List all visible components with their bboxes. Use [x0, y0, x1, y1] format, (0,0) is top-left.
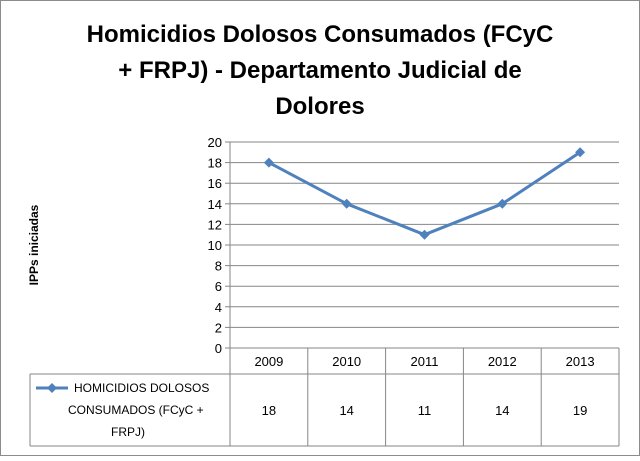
- chart-title-line-1: Homicidios Dolosos Consumados (FCyC: [87, 21, 554, 48]
- plot-area: 0 2 4 6 8 10 12 14 16 18 20 2009 2010 2011 2012 2013 18 1…: [29, 135, 620, 447]
- x-category-label: 2009: [254, 354, 283, 369]
- y-tick-label: 6: [215, 279, 222, 294]
- x-category-label: 2013: [566, 354, 595, 369]
- chart-title-line-3: Dolores: [275, 93, 364, 120]
- legend-label-line: CONSUMADOS (FCyC +: [68, 403, 204, 417]
- table-value-cell: 11: [418, 403, 432, 418]
- y-tick-label: 12: [208, 217, 222, 232]
- table-value-cell: 19: [573, 403, 587, 418]
- y-tick-label: 8: [215, 259, 222, 274]
- legend-label-line: FRPJ): [111, 425, 145, 439]
- table-value-cell: 18: [262, 403, 276, 418]
- data-point-marker: [497, 198, 508, 209]
- legend-label-line: HOMICIDIOS DOLOSOS: [74, 381, 209, 395]
- y-tick-label: 14: [208, 197, 222, 212]
- x-category-label: 2012: [488, 354, 517, 369]
- y-tick-label: 0: [215, 341, 222, 356]
- y-tick-label: 18: [208, 156, 222, 171]
- table-value-cell: 14: [339, 403, 353, 418]
- x-category-label: 2011: [411, 354, 439, 369]
- x-category-label: 2010: [332, 354, 361, 369]
- data-point-marker: [575, 147, 586, 158]
- y-tick-label: 16: [208, 176, 222, 191]
- y-tick-label: 20: [208, 135, 222, 150]
- y-axis-label: IPPs iniciadas: [27, 204, 41, 285]
- data-point-marker: [341, 198, 352, 209]
- data-point-marker: [419, 229, 430, 240]
- y-tick-label: 4: [215, 300, 222, 315]
- y-tick-label: 10: [208, 238, 222, 253]
- y-tick-label: 2: [215, 320, 222, 335]
- chart-title-line-2: + FRPJ) - Departamento Judicial de: [118, 57, 521, 84]
- table-value-cell: 14: [495, 403, 509, 418]
- data-point-marker: [263, 157, 274, 168]
- legend-marker-key: [47, 383, 57, 393]
